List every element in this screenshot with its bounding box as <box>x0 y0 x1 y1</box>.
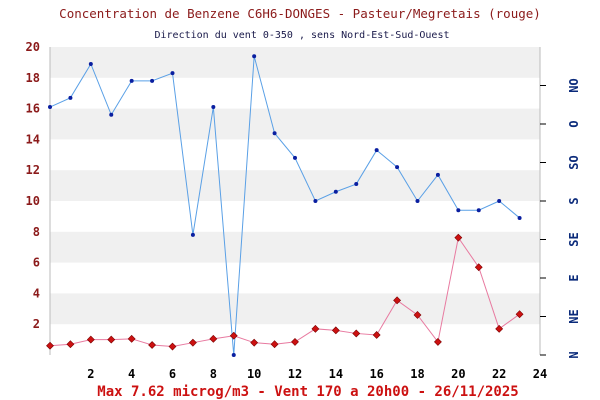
benzene-point <box>107 335 116 344</box>
wind-point <box>129 78 134 83</box>
benzene-point <box>127 334 136 343</box>
direction-tick-label: O <box>567 120 581 127</box>
x-tick-label: 18 <box>410 367 424 381</box>
y-tick-label: 20 <box>26 40 40 54</box>
benzene-point <box>311 324 320 333</box>
x-tick-label: 14 <box>329 367 343 381</box>
benzene-point <box>454 233 463 242</box>
benzene-point <box>66 340 75 349</box>
wind-point <box>293 155 297 160</box>
wind-point <box>497 199 502 203</box>
wind-point <box>68 95 73 100</box>
wind-point <box>517 215 522 220</box>
benzene-point <box>495 324 504 333</box>
benzene-point <box>291 337 299 346</box>
x-tick-label: 16 <box>369 367 383 381</box>
chart-title: Concentration de Benzene C6H6-DONGES - P… <box>59 6 541 21</box>
benzene-point <box>270 340 279 349</box>
y-tick-label: 12 <box>26 163 40 177</box>
wind-point <box>333 189 338 194</box>
x-tick-label: 6 <box>169 367 176 381</box>
y-tick-label: 16 <box>26 102 40 116</box>
chart-subtitle: Direction du vent 0-350 , sens Nord-Est-… <box>154 30 449 41</box>
wind-point <box>272 131 277 136</box>
wind-point <box>150 78 155 83</box>
benzene-point <box>372 331 381 339</box>
series-markers <box>46 54 524 357</box>
y-tick-label: 14 <box>26 132 40 146</box>
axes <box>49 47 546 356</box>
wind-point <box>374 148 379 153</box>
x-tick-label: 4 <box>128 367 135 381</box>
x-tick-label: 22 <box>492 367 506 381</box>
benzene-point <box>352 329 361 338</box>
wind-point <box>313 199 318 203</box>
y-tick-label: 2 <box>33 317 40 331</box>
benzene-point <box>515 310 524 319</box>
grid-band <box>50 293 540 325</box>
benzene-point <box>188 338 197 347</box>
x-tick-label: 8 <box>210 367 217 381</box>
grid-band <box>50 47 540 78</box>
y-tick-label: 18 <box>26 71 40 85</box>
direction-tick-label: N <box>567 351 581 358</box>
wind-point <box>435 172 440 177</box>
benzene-point <box>250 338 259 347</box>
wind-point <box>88 61 93 66</box>
chart-footer: Max 7.62 microg/m3 - Vent 170 a 20h00 - … <box>97 384 518 400</box>
wind-series-line <box>49 56 520 356</box>
y-tick-label: 8 <box>33 225 40 239</box>
benzene-point <box>393 296 402 305</box>
benzene-point <box>209 334 218 343</box>
wind-point <box>476 208 481 213</box>
direction-tick-label: S <box>567 197 581 204</box>
wind-point <box>231 353 236 357</box>
x-tick-label: 12 <box>288 367 302 381</box>
x-tick-label: 2 <box>87 367 94 381</box>
wind-point <box>109 112 114 117</box>
direction-tick-label: SO <box>567 155 581 169</box>
x-tick-label: 20 <box>451 367 465 381</box>
wind-point <box>456 208 461 213</box>
direction-tick-label: NE <box>567 309 581 323</box>
x-tick-label: 10 <box>247 367 261 381</box>
direction-tick-label: E <box>567 274 581 281</box>
y-tick-label: 4 <box>33 286 40 300</box>
wind-point <box>190 232 195 237</box>
benzene-point <box>168 342 177 351</box>
benzene-point <box>148 341 157 349</box>
benzene-point <box>413 311 422 319</box>
wind-point <box>48 105 52 110</box>
direction-tick-label: SE <box>567 232 581 246</box>
benzene-point <box>331 326 340 335</box>
grid-band <box>50 231 540 263</box>
x-tick-label: 24 <box>533 367 547 381</box>
grid-band <box>50 170 540 201</box>
benzene-point <box>46 341 54 350</box>
wind-point <box>170 71 175 76</box>
y-tick-label: 10 <box>26 194 40 208</box>
direction-tick-label: NO <box>567 78 581 92</box>
grid-bands <box>50 47 540 325</box>
benzene-point <box>433 337 442 346</box>
wind-point <box>211 105 216 110</box>
wind-point <box>395 165 400 170</box>
wind-point <box>415 199 420 203</box>
grid-band <box>50 108 540 140</box>
benzene-point <box>474 263 483 272</box>
wind-point <box>354 182 359 187</box>
wind-point <box>252 54 257 59</box>
benzene-point <box>229 331 238 340</box>
y-tick-label: 6 <box>33 256 40 270</box>
benzene-point <box>86 335 95 344</box>
